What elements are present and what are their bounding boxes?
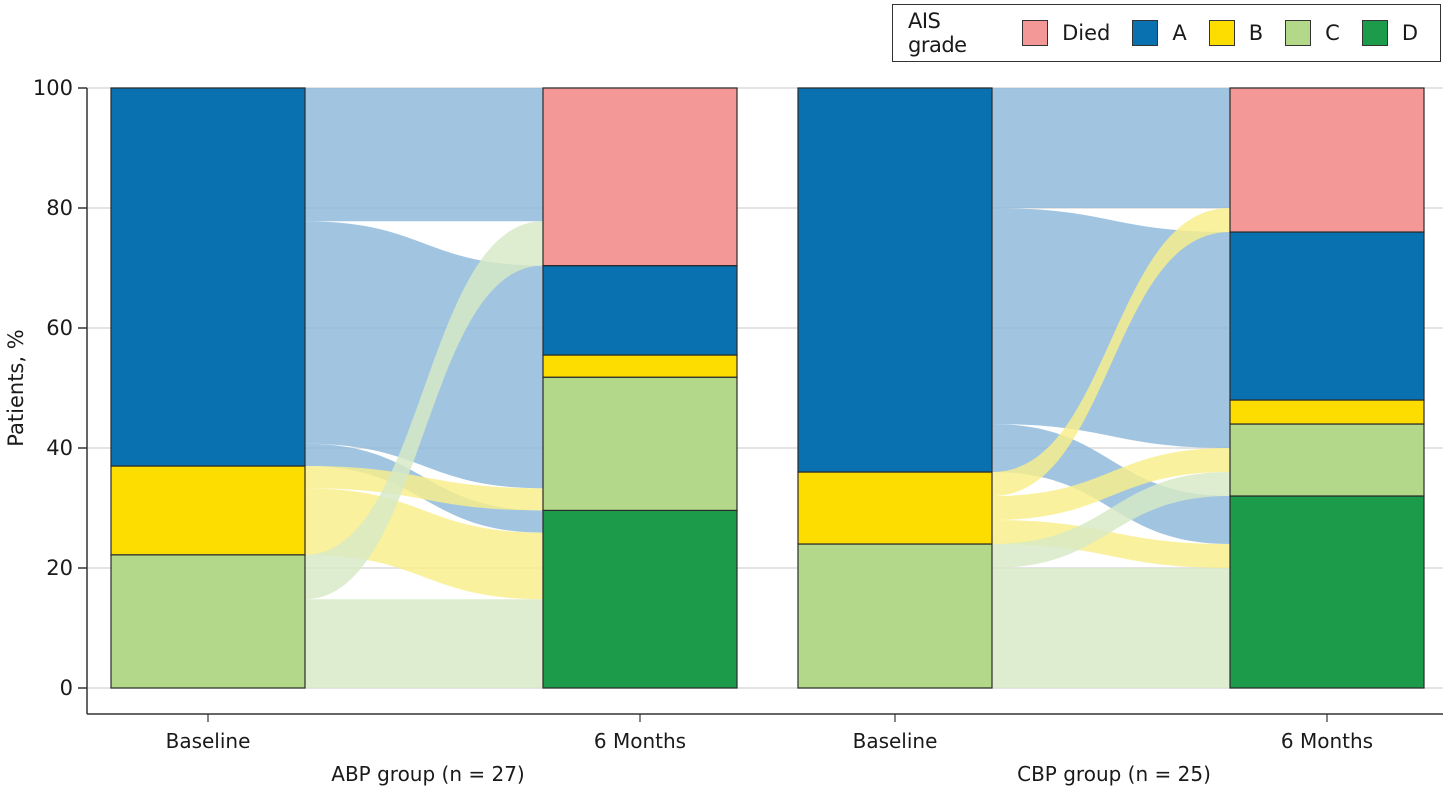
flow-a-to-a (992, 208, 1230, 448)
legend-item-b: B (1208, 20, 1264, 46)
legend-swatch-b (1208, 20, 1235, 46)
legend-swatch-d (1361, 20, 1388, 46)
stacked-bars (110, 87, 1425, 689)
legend: AIS grade Died A B C D (892, 4, 1441, 62)
flow-b-to-d (992, 520, 1230, 568)
bar-segment-6-months-b (542, 354, 738, 378)
x-tick-label: 6 Months (1281, 729, 1373, 753)
flow-b-to-c (305, 466, 543, 511)
y-axis-label: Patients, % (4, 329, 28, 446)
x-tick-label: Baseline (166, 729, 251, 753)
bar-segment-6-months-a (1229, 231, 1425, 401)
y-tick-label: 0 (60, 676, 73, 700)
bar-segment-baseline-c (797, 543, 993, 689)
bar-segment-6-months-a (542, 265, 738, 356)
flow-b-to-d (305, 488, 543, 600)
bar-segment-baseline-b (797, 471, 993, 545)
bar-segment-6-months-d (542, 509, 738, 689)
y-tick-label: 60 (46, 316, 73, 340)
flows (305, 88, 1230, 688)
bar-segment-6-months-c (542, 376, 738, 512)
legend-item-a: A (1132, 20, 1187, 46)
bar-segment-6-months-died (542, 87, 738, 267)
legend-item-c: C (1285, 20, 1340, 46)
flow-c-to-d (992, 568, 1230, 688)
bar-segment-baseline-b (110, 465, 306, 556)
bar-segment-baseline-a (797, 87, 993, 473)
bar-segment-baseline-a (110, 87, 306, 467)
flow-b-to-c (992, 448, 1230, 520)
legend-title: AIS grade (908, 9, 967, 57)
flow-c-to-c (992, 472, 1230, 568)
legend-label-b: B (1248, 21, 1264, 45)
y-tick-label: 40 (46, 436, 73, 460)
legend-swatch-a (1132, 20, 1159, 46)
bar-segment-baseline-c (110, 554, 306, 689)
legend-label-c: C (1325, 21, 1340, 45)
flow-c-to-d (305, 599, 543, 688)
legend-label-a: A (1172, 21, 1187, 45)
y-ticks: 0 20 40 60 80 100 (33, 76, 87, 700)
bar-segment-6-months-b (1229, 399, 1425, 425)
y-tick-label: 80 (46, 196, 73, 220)
flow-b-to-died (992, 208, 1230, 496)
axes (86, 88, 1443, 715)
legend-label-d: D (1401, 21, 1418, 45)
x-ticks: Baseline 6 Months ABP group (n = 27) Baseli… (166, 714, 1373, 786)
y-tick-label: 20 (46, 556, 73, 580)
x-tick-label: 6 Months (594, 729, 686, 753)
group-label: CBP group (n = 25) (1017, 762, 1211, 786)
legend-item-d: D (1361, 20, 1418, 46)
bar-segment-6-months-c (1229, 423, 1425, 497)
bar-segment-6-months-d (1229, 495, 1425, 689)
flow-c-to-died (305, 221, 543, 600)
y-tick-label: 100 (33, 76, 73, 100)
bar-segment-6-months-died (1229, 87, 1425, 233)
legend-swatch-died (1022, 20, 1049, 46)
legend-item-died: Died (1022, 20, 1110, 46)
x-tick-label: Baseline (853, 729, 938, 753)
flow-a-to-died (992, 88, 1230, 208)
flow-a-to-died (305, 88, 543, 222)
legend-label-died: Died (1062, 21, 1111, 45)
group-label: ABP group (n = 27) (331, 762, 524, 786)
legend-swatch-c (1285, 20, 1312, 46)
